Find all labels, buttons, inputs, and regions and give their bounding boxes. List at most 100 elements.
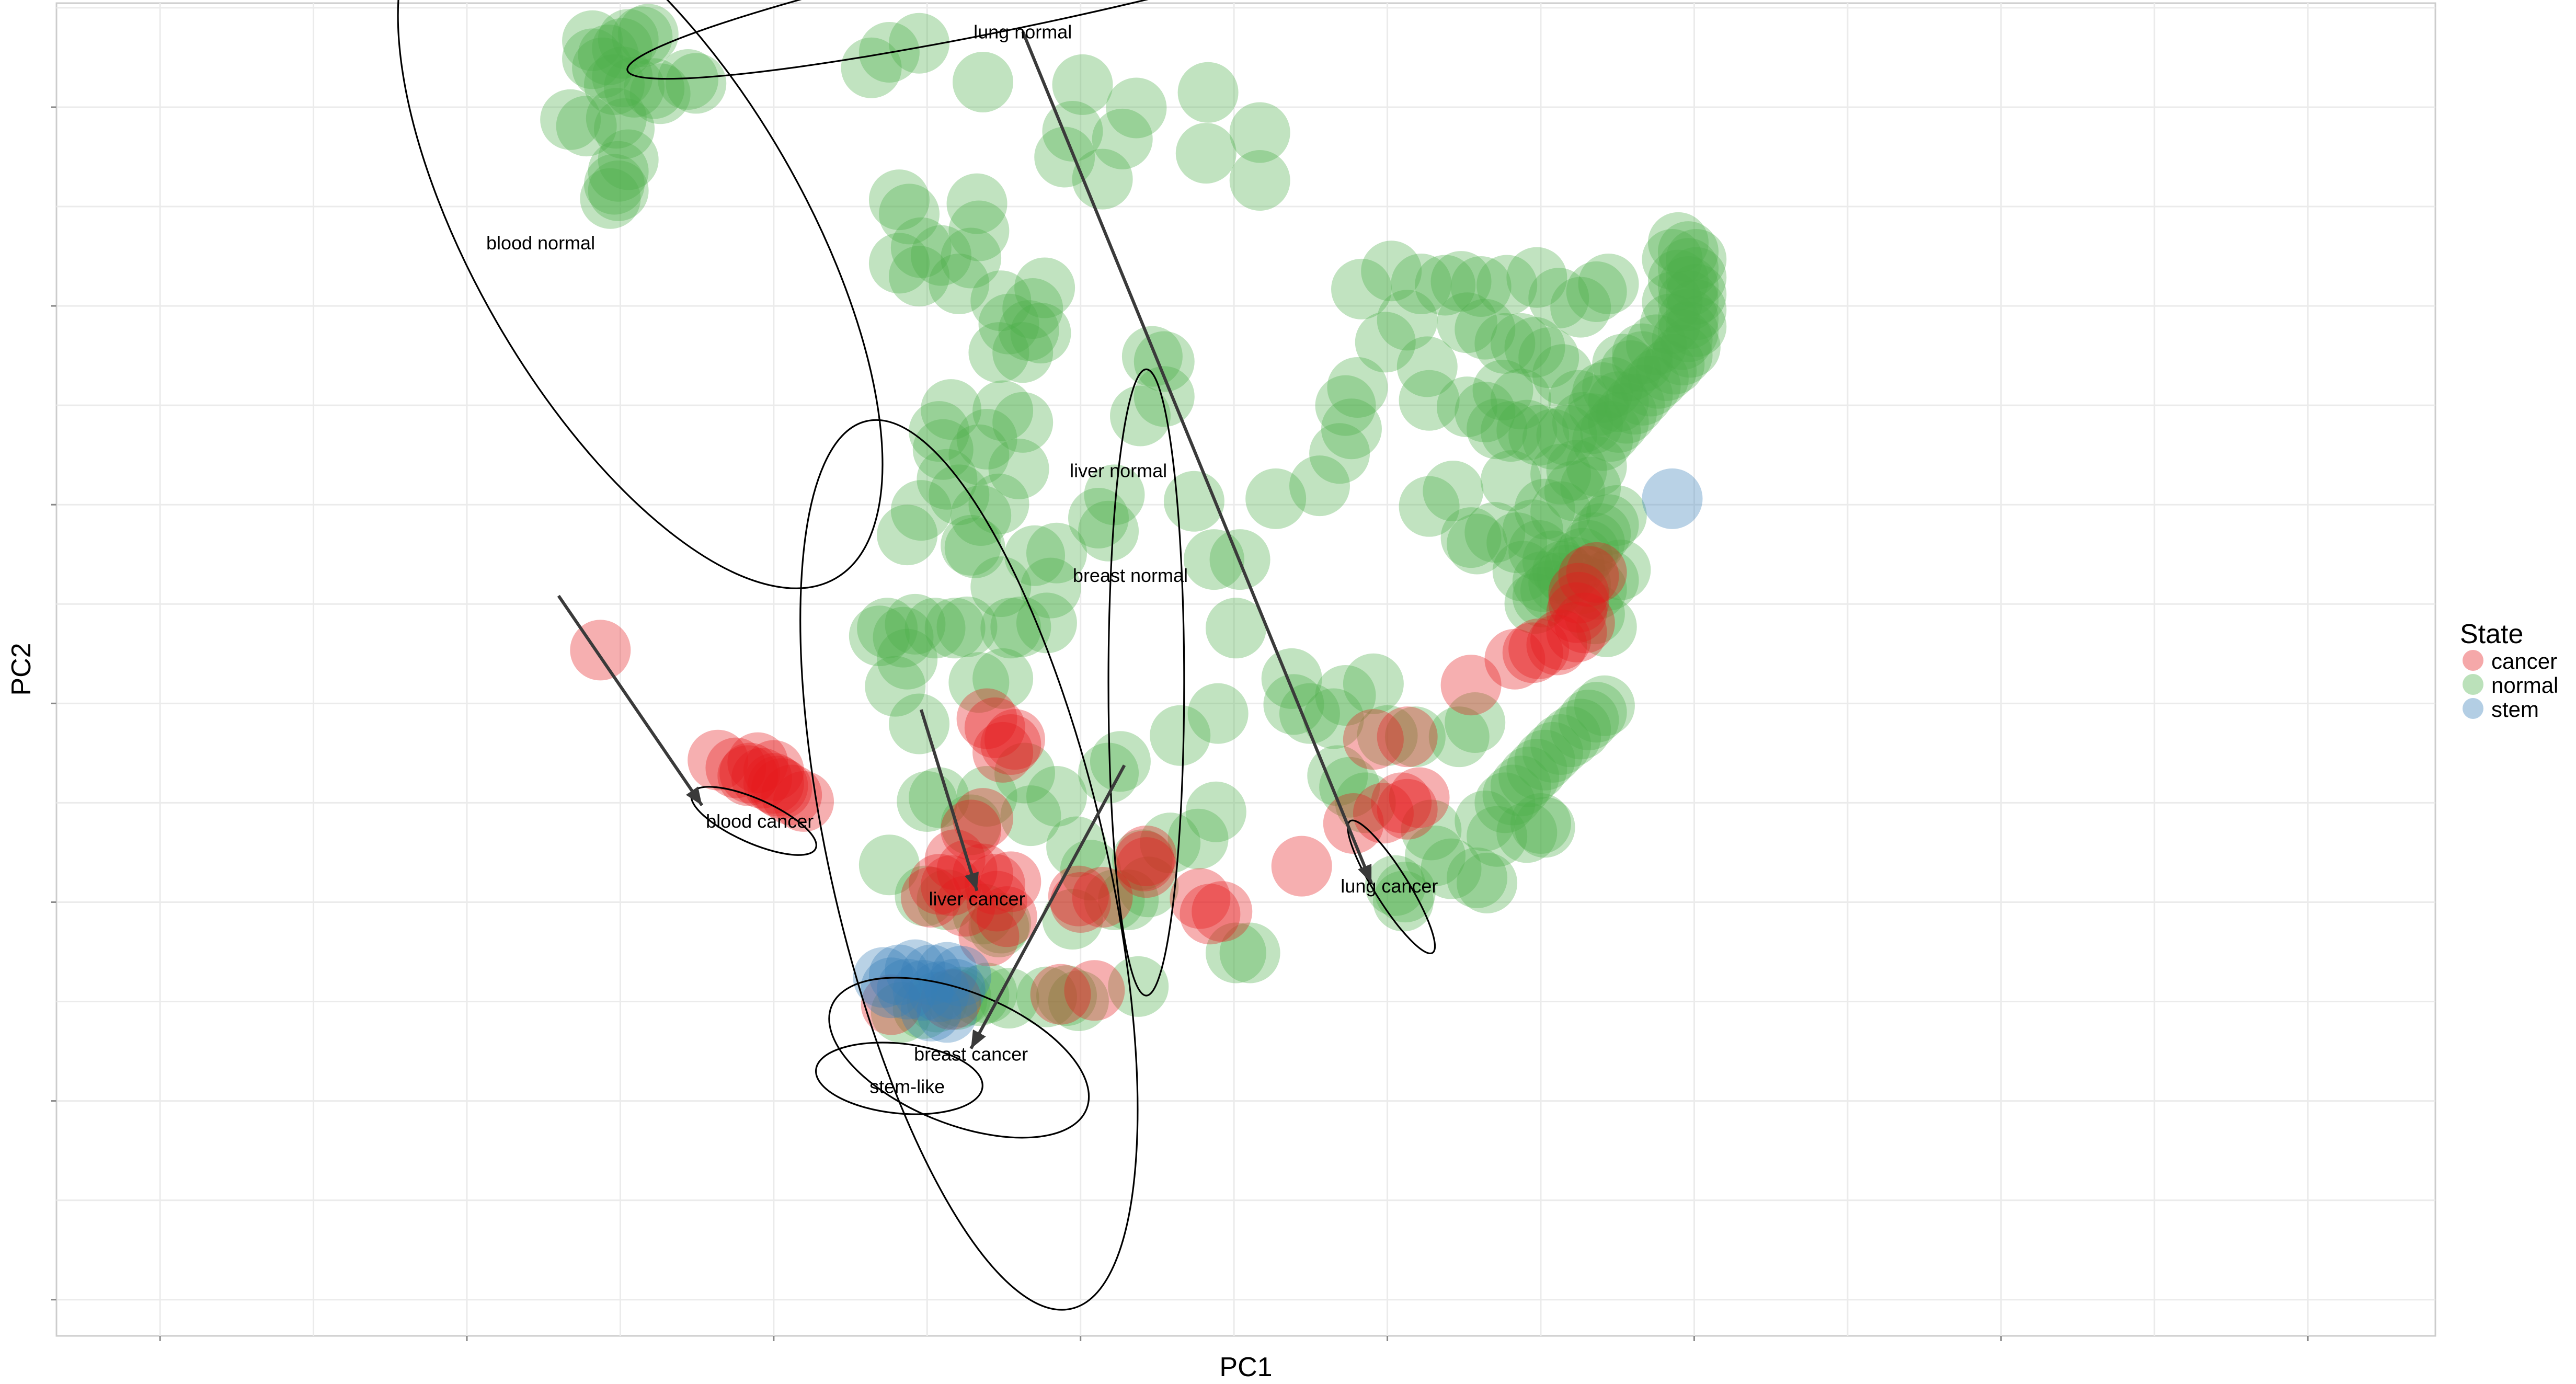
point-normal (1490, 369, 1551, 430)
point-normal (1532, 344, 1593, 405)
point-normal (1657, 221, 1719, 282)
arrowhead-liver-normal (965, 872, 979, 891)
point-normal (1644, 334, 1705, 395)
point-normal (1377, 290, 1438, 351)
arrow-breast-normal (969, 764, 1126, 1050)
point-normal (1046, 816, 1107, 877)
point-normal (1498, 746, 1560, 807)
transition-arrows (557, 31, 1373, 1050)
point-normal (1357, 705, 1418, 766)
point-normal (910, 225, 971, 286)
point-cancer (1064, 960, 1125, 1021)
point-normal (572, 37, 633, 98)
grid (56, 3, 2435, 1336)
point-normal (598, 129, 659, 190)
point-normal (1000, 785, 1061, 847)
point-normal (1092, 108, 1153, 169)
point-normal (905, 598, 966, 659)
label-stem-like: stem-like (869, 1076, 945, 1097)
point-normal (877, 505, 938, 566)
point-normal (1600, 340, 1661, 401)
point-normal (1514, 797, 1575, 858)
point-normal (1657, 256, 1719, 317)
point-normal (1447, 513, 1508, 575)
point-normal (970, 270, 1032, 331)
point-normal (1229, 150, 1290, 211)
point-normal (1550, 554, 1611, 615)
point-stem (924, 958, 986, 1020)
point-cancer (1271, 836, 1332, 897)
point-normal (1309, 423, 1370, 484)
point-normal (1078, 500, 1139, 562)
point-normal (892, 978, 954, 1039)
point-normal (1319, 757, 1380, 818)
point-normal (849, 605, 910, 667)
point-normal (1187, 683, 1249, 744)
point-cancer (1508, 618, 1570, 679)
point-cancer (1170, 868, 1231, 929)
point-normal (1520, 560, 1582, 621)
point-normal (1480, 401, 1541, 462)
point-normal (657, 49, 718, 110)
point-normal (1546, 440, 1607, 501)
point-normal (1134, 331, 1195, 392)
point-normal (1229, 102, 1290, 163)
point-normal (1245, 468, 1307, 529)
point-cancer (719, 742, 781, 804)
point-normal (1026, 766, 1087, 827)
point-normal (988, 438, 1049, 499)
point-normal (1642, 229, 1703, 290)
point-normal (1486, 512, 1548, 573)
point-normal (1528, 552, 1589, 613)
point-normal (1576, 596, 1637, 657)
point-cancer (1192, 881, 1253, 942)
point-normal (972, 380, 1034, 441)
point-normal (1578, 254, 1639, 315)
point-normal (1467, 806, 1528, 867)
point-cancer (1050, 872, 1111, 933)
point-normal (1636, 340, 1697, 401)
point-cancer (964, 697, 1025, 758)
point-normal (1657, 288, 1719, 349)
point-normal (1405, 825, 1466, 886)
point-normal (948, 424, 1010, 485)
ellipse-breast-cancer (828, 977, 1090, 1139)
point-normal (1550, 277, 1611, 338)
point-normal (978, 968, 1039, 1029)
point-normal (1464, 502, 1526, 563)
point-normal (1530, 481, 1592, 542)
point-cancer (1343, 709, 1404, 770)
point-normal (1175, 123, 1237, 184)
point-normal (562, 28, 623, 89)
point-normal (1321, 398, 1382, 460)
point-normal (1455, 382, 1516, 443)
point-normal (1588, 392, 1649, 453)
point-normal (1002, 278, 1063, 339)
point-cancer (1526, 614, 1587, 676)
point-cancer (727, 732, 788, 793)
point-cancer (1116, 825, 1177, 886)
arrowhead-blood-normal (685, 786, 702, 806)
point-normal (594, 98, 655, 159)
point-normal (1014, 257, 1075, 318)
point-normal (1574, 675, 1635, 736)
point-normal (889, 693, 950, 754)
point-normal (909, 401, 970, 462)
point-normal (1436, 292, 1497, 353)
point-normal (951, 485, 1012, 546)
point-normal (941, 514, 1002, 576)
point-normal (1261, 648, 1322, 709)
point-normal (857, 598, 918, 659)
point-normal (1327, 357, 1388, 418)
ellipse-liver-cancer (799, 419, 1139, 1311)
point-cancer (1566, 542, 1627, 603)
point-normal (890, 480, 952, 541)
point-cancer (956, 688, 1017, 749)
point-normal (1036, 965, 1097, 1026)
point-cancer (717, 745, 778, 806)
point-normal (1052, 54, 1113, 115)
point-normal (970, 893, 1032, 954)
point-normal (941, 794, 1002, 855)
point-normal (1078, 742, 1139, 804)
point-normal (1544, 536, 1605, 598)
